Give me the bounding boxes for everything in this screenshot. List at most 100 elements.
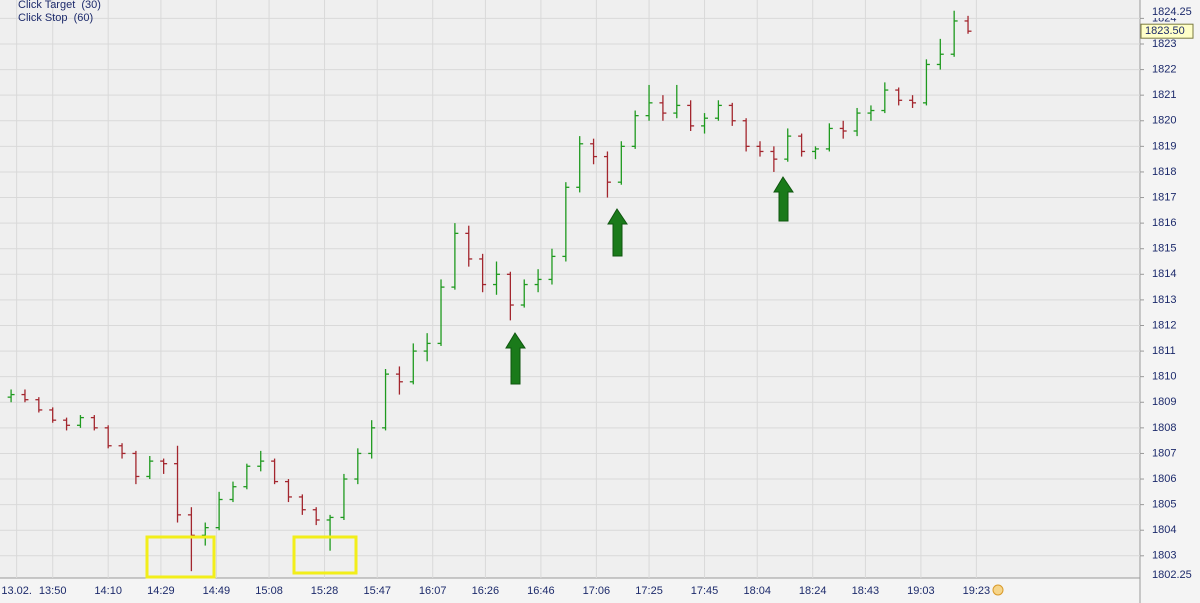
x-tick-label: 16:46 (527, 585, 555, 597)
y-tick-label: 1804 (1152, 524, 1176, 536)
ohlc-bar (770, 146, 778, 172)
ohlc-bar (229, 481, 237, 503)
ohlc-bar (49, 407, 57, 423)
ohlc-bar (867, 105, 875, 121)
x-tick-label: 13:50 (39, 585, 67, 597)
ohlc-bar (687, 100, 695, 131)
ohlc-bar (7, 389, 15, 403)
y-tick-label: 1815 (1152, 243, 1176, 255)
ohlc-bar (631, 110, 639, 149)
x-axis-area (0, 578, 1140, 603)
x-tick-label: 13.02. (1, 585, 32, 597)
ohlc-bar (174, 445, 181, 523)
y-tick-label: 1809 (1152, 396, 1176, 408)
ohlc-bar (326, 514, 334, 551)
ohlc-bar (395, 366, 403, 395)
ohlc-bar (922, 59, 930, 106)
ohlc-bar (437, 279, 445, 346)
y-axis-area (1140, 0, 1200, 603)
x-tick-label: 17:06 (583, 585, 611, 597)
ohlc-bar (520, 279, 528, 308)
x-tick-label: 14:10 (94, 585, 122, 597)
scroll-icon[interactable] (992, 584, 1004, 596)
ohlc-bar (354, 448, 362, 485)
y-tick-label: 1806 (1152, 473, 1176, 485)
annotation: Click Target (30) (18, 0, 101, 11)
x-tick-label: 15:47 (363, 585, 391, 597)
ohlc-bar (465, 225, 473, 267)
ohlc-bar (451, 223, 459, 290)
ohlc-bar (784, 128, 792, 162)
bars (7, 10, 972, 572)
ohlc-bar (964, 15, 972, 34)
ohlc-bar (146, 456, 154, 480)
highlight-box (292, 535, 358, 575)
ohlc-bar (839, 120, 847, 139)
ohlc-bar (160, 458, 168, 474)
ohlc-bar (187, 507, 195, 572)
y-limit-label-bg (1146, 569, 1198, 581)
ohlc-bar (409, 343, 417, 385)
arrow (773, 176, 794, 222)
ohlc-bar (562, 182, 570, 262)
ohlc-bar (312, 507, 320, 526)
ohlc-bar (576, 136, 584, 193)
y-tick-label: 1812 (1152, 319, 1176, 331)
ohlc-bar (340, 473, 348, 520)
ohlc-bar (243, 463, 251, 490)
ohlc-bar (812, 146, 819, 160)
arrow (505, 332, 526, 385)
ohlc-bar (701, 113, 708, 134)
ohlc-bar (118, 443, 126, 459)
ohlc-bar (756, 141, 764, 157)
ohlc-bar (881, 82, 889, 114)
ohlc-bar (742, 118, 750, 152)
ohlc-bar (90, 415, 98, 431)
y-tick-label: 1823 (1152, 38, 1176, 50)
y-tick-label: 1808 (1152, 422, 1176, 434)
highlight-box (145, 535, 216, 579)
y-tick-label: 1820 (1152, 115, 1176, 127)
x-tick-label: 17:45 (691, 585, 719, 597)
ohlc-bar (825, 123, 833, 152)
ohlc-bar (271, 458, 279, 485)
annotation: Click Stop (60) (18, 12, 93, 24)
last-price-label: 1823.50 (1145, 25, 1185, 37)
y-tick-label: 1807 (1152, 447, 1176, 459)
y-tick-label: 1817 (1152, 191, 1176, 203)
x-tick-label: 15:28 (311, 585, 339, 597)
ohlc-bar (257, 450, 265, 472)
ohlc-bar (63, 417, 71, 431)
x-tick-label: 14:49 (203, 585, 231, 597)
y-limit-label-bg (1146, 6, 1198, 18)
x-tick-label: 18:43 (852, 585, 880, 597)
x-tick-label: 16:07 (419, 585, 447, 597)
y-tick-label: 1819 (1152, 140, 1176, 152)
ohlc-bar (76, 415, 84, 428)
y-tick-label: 1810 (1152, 371, 1176, 383)
ohlc-bar (673, 84, 681, 119)
ohlc-bar (479, 253, 487, 293)
y-tick-label: 1813 (1152, 294, 1176, 306)
ohlc-bar (590, 138, 598, 165)
ohlc-bar (201, 522, 209, 546)
ohlc-bar (617, 141, 625, 185)
arrow (607, 208, 628, 257)
ohlc-bar (382, 368, 390, 431)
ohlc-bar (285, 479, 292, 503)
ohlc-bar (714, 100, 722, 121)
y-tick-label: 1818 (1152, 166, 1176, 178)
ohlc-bar (645, 84, 653, 121)
y-tick-label: 1821 (1152, 89, 1176, 101)
ohlc-bar (936, 38, 944, 70)
ohlc-bar (423, 333, 431, 362)
ohlc-bar (493, 261, 500, 295)
x-tick-label: 14:29 (147, 585, 175, 597)
ohlc-bar (21, 389, 29, 403)
arrows (505, 176, 794, 385)
y-tick-label: 1816 (1152, 217, 1176, 229)
ohlc-bar (534, 269, 542, 293)
x-tick-label: 18:24 (799, 585, 827, 597)
